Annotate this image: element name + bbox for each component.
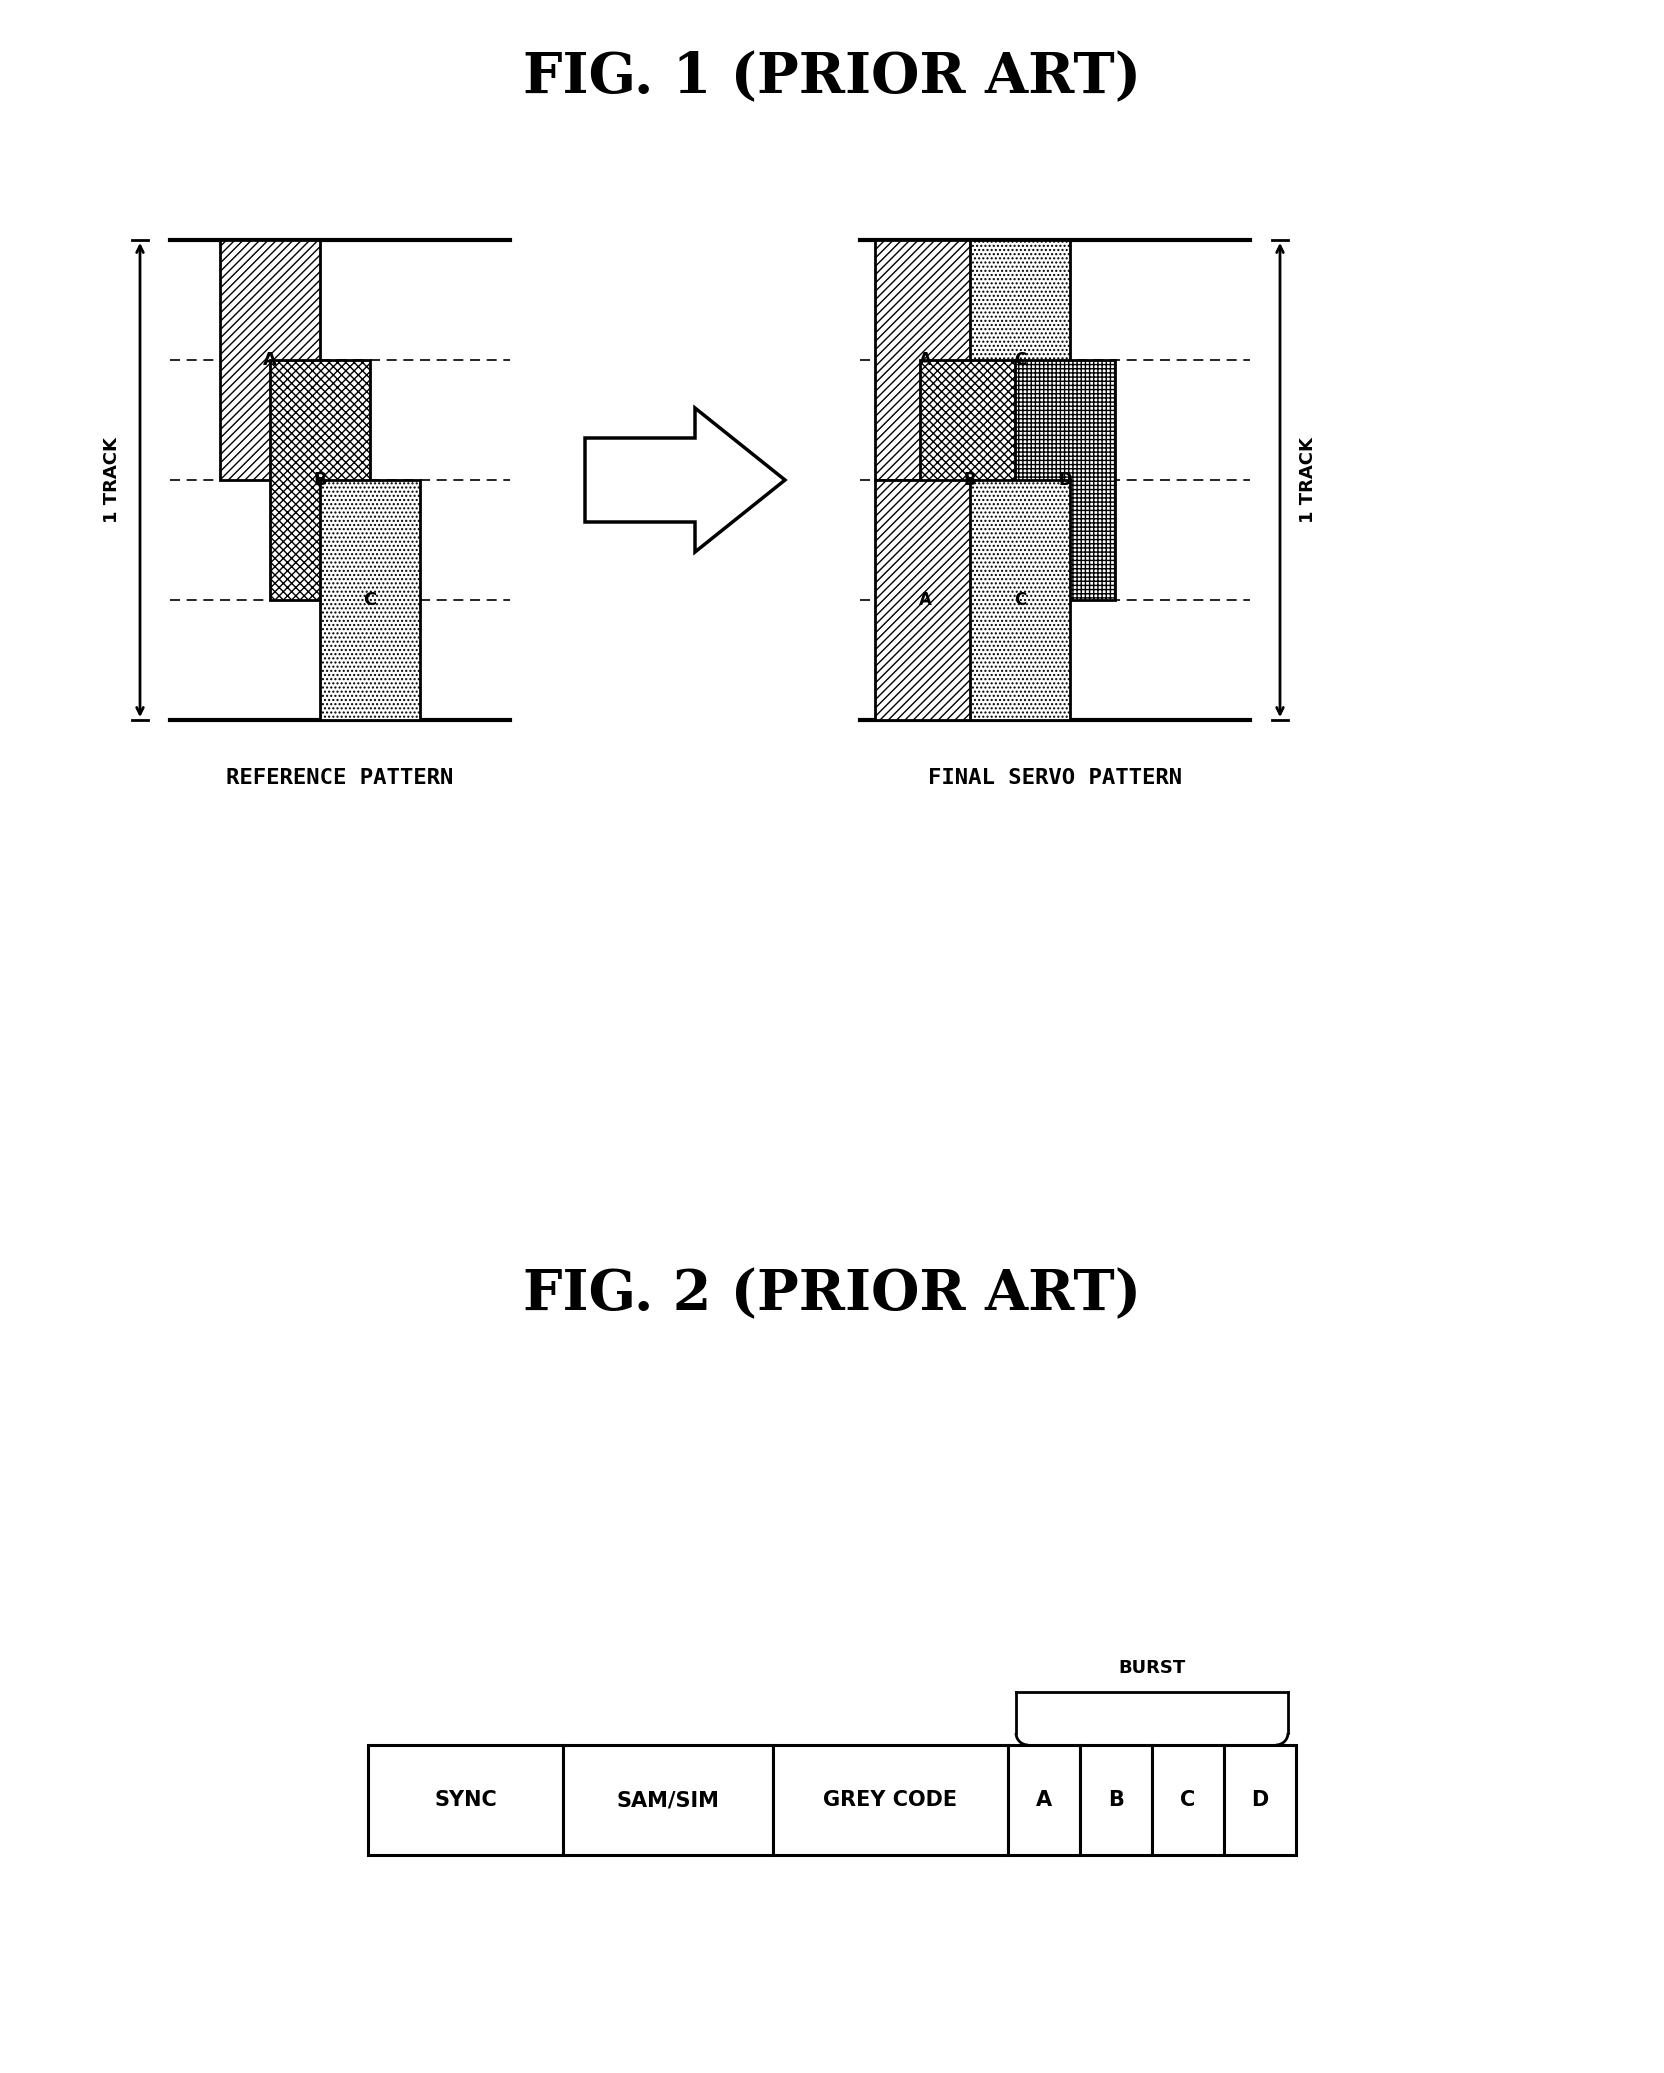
Text: D: D <box>1058 471 1072 489</box>
Text: GREY CODE: GREY CODE <box>824 1789 957 1810</box>
Text: C: C <box>1013 591 1027 609</box>
Text: A: A <box>1037 1789 1052 1810</box>
Bar <box>970 481 1070 719</box>
Text: 1 TRACK: 1 TRACK <box>103 437 121 522</box>
Bar <box>970 240 1070 481</box>
Text: B: B <box>1108 1789 1123 1810</box>
Bar <box>920 361 1020 599</box>
Bar <box>1080 1745 1151 1855</box>
Text: A: A <box>919 350 932 369</box>
Bar <box>220 240 319 481</box>
Bar <box>1151 1745 1225 1855</box>
Bar <box>1008 1745 1080 1855</box>
Bar <box>270 361 369 599</box>
Bar <box>1225 1745 1296 1855</box>
Text: C: C <box>1013 350 1027 369</box>
Polygon shape <box>586 408 785 551</box>
Bar <box>319 481 419 719</box>
Bar <box>562 1745 774 1855</box>
Bar <box>774 1745 1008 1855</box>
Text: SYNC: SYNC <box>434 1789 498 1810</box>
Text: FIG. 1 (PRIOR ART): FIG. 1 (PRIOR ART) <box>522 50 1142 106</box>
Text: D: D <box>1251 1789 1268 1810</box>
Bar <box>368 1745 562 1855</box>
Text: B: B <box>963 471 977 489</box>
Text: C: C <box>363 591 376 609</box>
Bar <box>1015 361 1115 599</box>
Text: SAM/SIM: SAM/SIM <box>617 1789 719 1810</box>
Text: B: B <box>313 471 326 489</box>
Text: FIG. 2 (PRIOR ART): FIG. 2 (PRIOR ART) <box>522 1267 1142 1323</box>
Text: C: C <box>1180 1789 1196 1810</box>
Text: BURST: BURST <box>1118 1658 1186 1677</box>
Bar <box>875 481 975 719</box>
Text: A: A <box>919 591 932 609</box>
Text: FINAL SERVO PATTERN: FINAL SERVO PATTERN <box>929 767 1181 788</box>
Text: REFERENCE PATTERN: REFERENCE PATTERN <box>226 767 454 788</box>
Text: 1 TRACK: 1 TRACK <box>1300 437 1316 522</box>
Text: A: A <box>263 350 276 369</box>
Bar <box>875 240 975 481</box>
